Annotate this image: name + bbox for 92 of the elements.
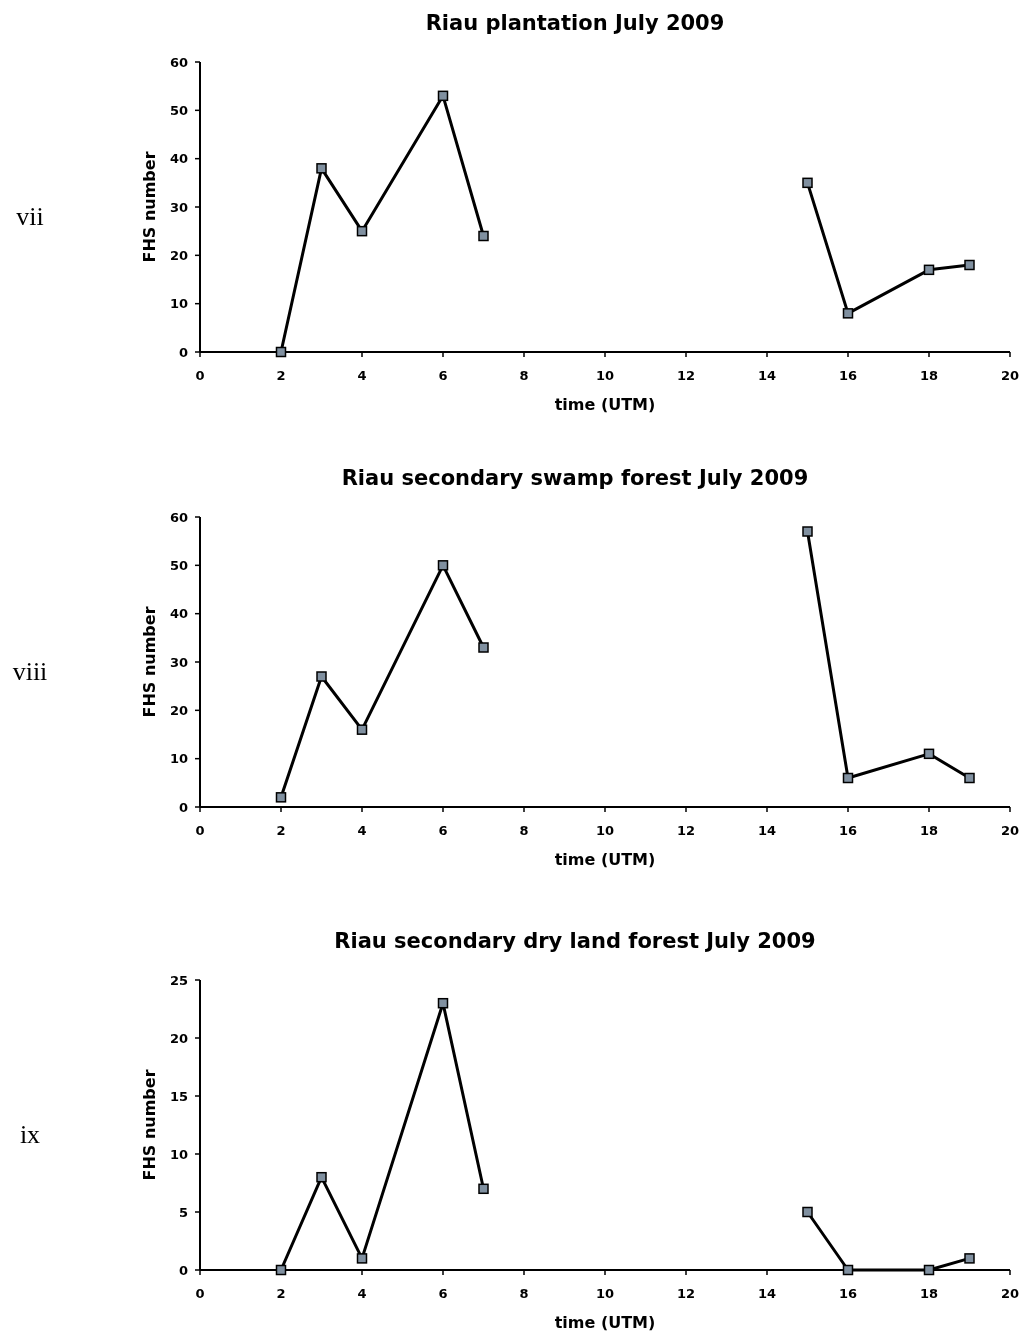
text: ix: [19, 1120, 41, 1149]
y-tick-label: 30: [169, 199, 188, 215]
x-tick-label: 10: [595, 823, 615, 838]
x-tick-label: 10: [595, 1286, 615, 1301]
x-tick-label: 18: [919, 368, 939, 383]
y-tick-label: 40: [169, 606, 188, 622]
x-tick-label: 12: [676, 368, 696, 383]
x-tick-label: 14: [757, 1286, 777, 1301]
y-axis-title: FHS number: [140, 151, 159, 263]
point: [802, 526, 813, 537]
point: [356, 225, 368, 237]
x-tick-label: 20: [1000, 823, 1020, 838]
x-tick-label: 14: [757, 823, 777, 838]
point: [923, 748, 935, 760]
y-tick-label: 15: [169, 1088, 188, 1104]
point: [478, 1183, 489, 1195]
point: [356, 724, 368, 735]
y-tick-label: 50: [169, 557, 188, 573]
point: [964, 259, 975, 271]
x-tick-label: 4: [357, 368, 367, 383]
point: [316, 671, 327, 682]
chart-title: Riau secondary dry land forest July 2009: [334, 929, 816, 953]
y-tick-label: 20: [169, 702, 188, 718]
y-tick-label: 30: [169, 654, 188, 670]
point: [437, 90, 449, 102]
x-tick-label: 20: [1000, 368, 1020, 383]
x-tick-label: 16: [838, 823, 858, 838]
x-tick-label: 0: [195, 368, 205, 383]
x-tick-label: 2: [276, 368, 286, 383]
point: [964, 1253, 975, 1264]
x-tick-label: 0: [195, 823, 205, 838]
y-tick-label: 10: [169, 751, 188, 767]
point: [316, 163, 327, 174]
y-tick-label: 40: [169, 151, 188, 167]
x-tick-label: 14: [757, 368, 777, 383]
x-tick-label: 16: [838, 368, 858, 383]
y-tick-label: 5: [178, 1204, 188, 1220]
x-tick-label: 4: [357, 823, 367, 838]
x-tick-label: 2: [276, 823, 286, 838]
point: [478, 230, 489, 242]
y-tick-label: 60: [169, 54, 188, 70]
x-axis-title: time (UTM): [554, 395, 656, 414]
x-tick-label: 20: [1000, 1286, 1020, 1301]
y-tick-label: 50: [169, 102, 188, 118]
x-tick-label: 6: [438, 368, 448, 383]
x-tick-label: 6: [438, 823, 448, 838]
x-tick-label: 6: [438, 1286, 448, 1301]
y-tick-label: 20: [169, 247, 188, 263]
y-tick-label: 10: [169, 1146, 188, 1162]
point: [316, 1171, 327, 1183]
point: [275, 1264, 287, 1276]
point: [802, 177, 813, 189]
point: [478, 642, 489, 653]
x-tick-label: 10: [595, 368, 615, 383]
y-tick-label: 0: [178, 799, 188, 815]
y-tick-label: 0: [178, 1262, 188, 1278]
x-tick-label: 12: [676, 1286, 696, 1301]
point: [437, 560, 449, 571]
point: [437, 997, 449, 1009]
point: [964, 772, 975, 784]
point: [356, 1253, 368, 1264]
point: [842, 772, 854, 784]
x-axis-title: time (UTM): [554, 850, 656, 869]
x-tick-label: 8: [519, 1286, 529, 1301]
x-tick-label: 4: [357, 1286, 367, 1301]
x-tick-label: 8: [519, 823, 529, 838]
y-tick-label: 0: [178, 344, 188, 360]
y-tick-label: 60: [169, 509, 188, 525]
point: [275, 346, 287, 358]
y-axis-title: FHS number: [140, 606, 159, 718]
y-tick-label: 25: [169, 972, 188, 988]
x-tick-label: 16: [838, 1286, 858, 1301]
x-tick-label: 18: [919, 823, 939, 838]
x-tick-label: 0: [195, 1286, 205, 1301]
x-tick-label: 8: [519, 368, 529, 383]
point: [923, 1264, 935, 1276]
x-tick-label: 2: [276, 1286, 286, 1301]
y-tick-label: 10: [169, 296, 188, 312]
point: [275, 792, 287, 803]
x-tick-label: 12: [676, 823, 696, 838]
point: [802, 1206, 813, 1218]
x-tick-label: 18: [919, 1286, 939, 1301]
text: viii: [12, 657, 48, 686]
x-axis-title: time (UTM): [554, 1313, 656, 1332]
point: [923, 264, 935, 276]
y-axis-title: FHS number: [140, 1069, 159, 1181]
point: [842, 1264, 854, 1276]
chart-title: Riau plantation July 2009: [425, 11, 725, 35]
text: vii: [16, 202, 44, 231]
point: [842, 308, 854, 319]
y-tick-label: 20: [169, 1030, 188, 1046]
chart-title: Riau secondary swamp forest July 2009: [341, 466, 809, 490]
